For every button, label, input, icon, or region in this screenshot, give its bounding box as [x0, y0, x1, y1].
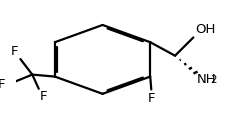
Text: NH: NH: [196, 73, 215, 86]
Text: F: F: [0, 78, 6, 91]
Text: OH: OH: [194, 23, 215, 36]
Text: F: F: [40, 90, 47, 103]
Text: 2: 2: [209, 75, 216, 85]
Text: F: F: [10, 45, 18, 58]
Text: F: F: [147, 92, 155, 105]
